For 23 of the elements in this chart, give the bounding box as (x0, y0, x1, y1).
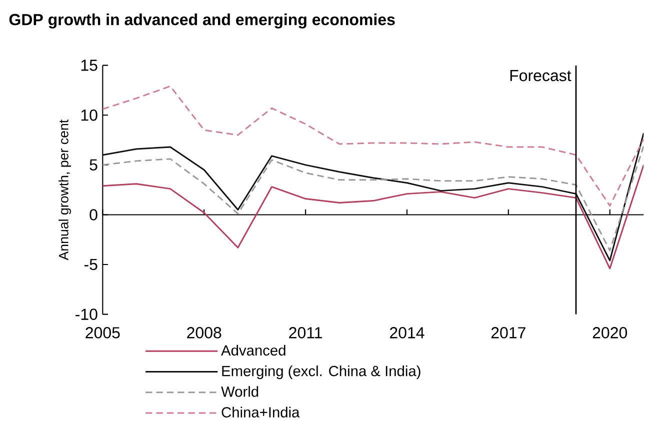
x-tick-label: 2008 (187, 327, 222, 338)
x-tick-label: 2014 (390, 327, 424, 338)
line-series (102, 145, 644, 252)
line-series (102, 86, 644, 206)
y-axis-title: Annual growth, per cent (58, 120, 72, 260)
line-series (102, 132, 644, 262)
chart-title: GDP growth in advanced and emerging economies (9, 14, 395, 28)
y-tick-label: 0 (90, 209, 98, 220)
legend-label: World (221, 386, 258, 397)
legend-label: Emerging (excl. China & India) (222, 365, 420, 380)
legend-label: China+India (222, 406, 300, 418)
y-tick-label: -10 (76, 308, 98, 320)
line-series (102, 164, 644, 270)
x-tick-label: 2020 (592, 327, 628, 338)
ref-line-label: Forecast (510, 70, 572, 82)
y-tick-label: -5 (84, 258, 98, 270)
x-tick-label: 2017 (491, 327, 526, 338)
legend-label: Advanced (221, 344, 286, 356)
x-tick-label: 2005 (86, 327, 120, 338)
x-tick-label: 2011 (289, 327, 322, 338)
y-tick-label: 5 (90, 159, 98, 170)
y-tick-label: 15 (81, 60, 98, 71)
y-tick-label: 10 (81, 109, 98, 121)
